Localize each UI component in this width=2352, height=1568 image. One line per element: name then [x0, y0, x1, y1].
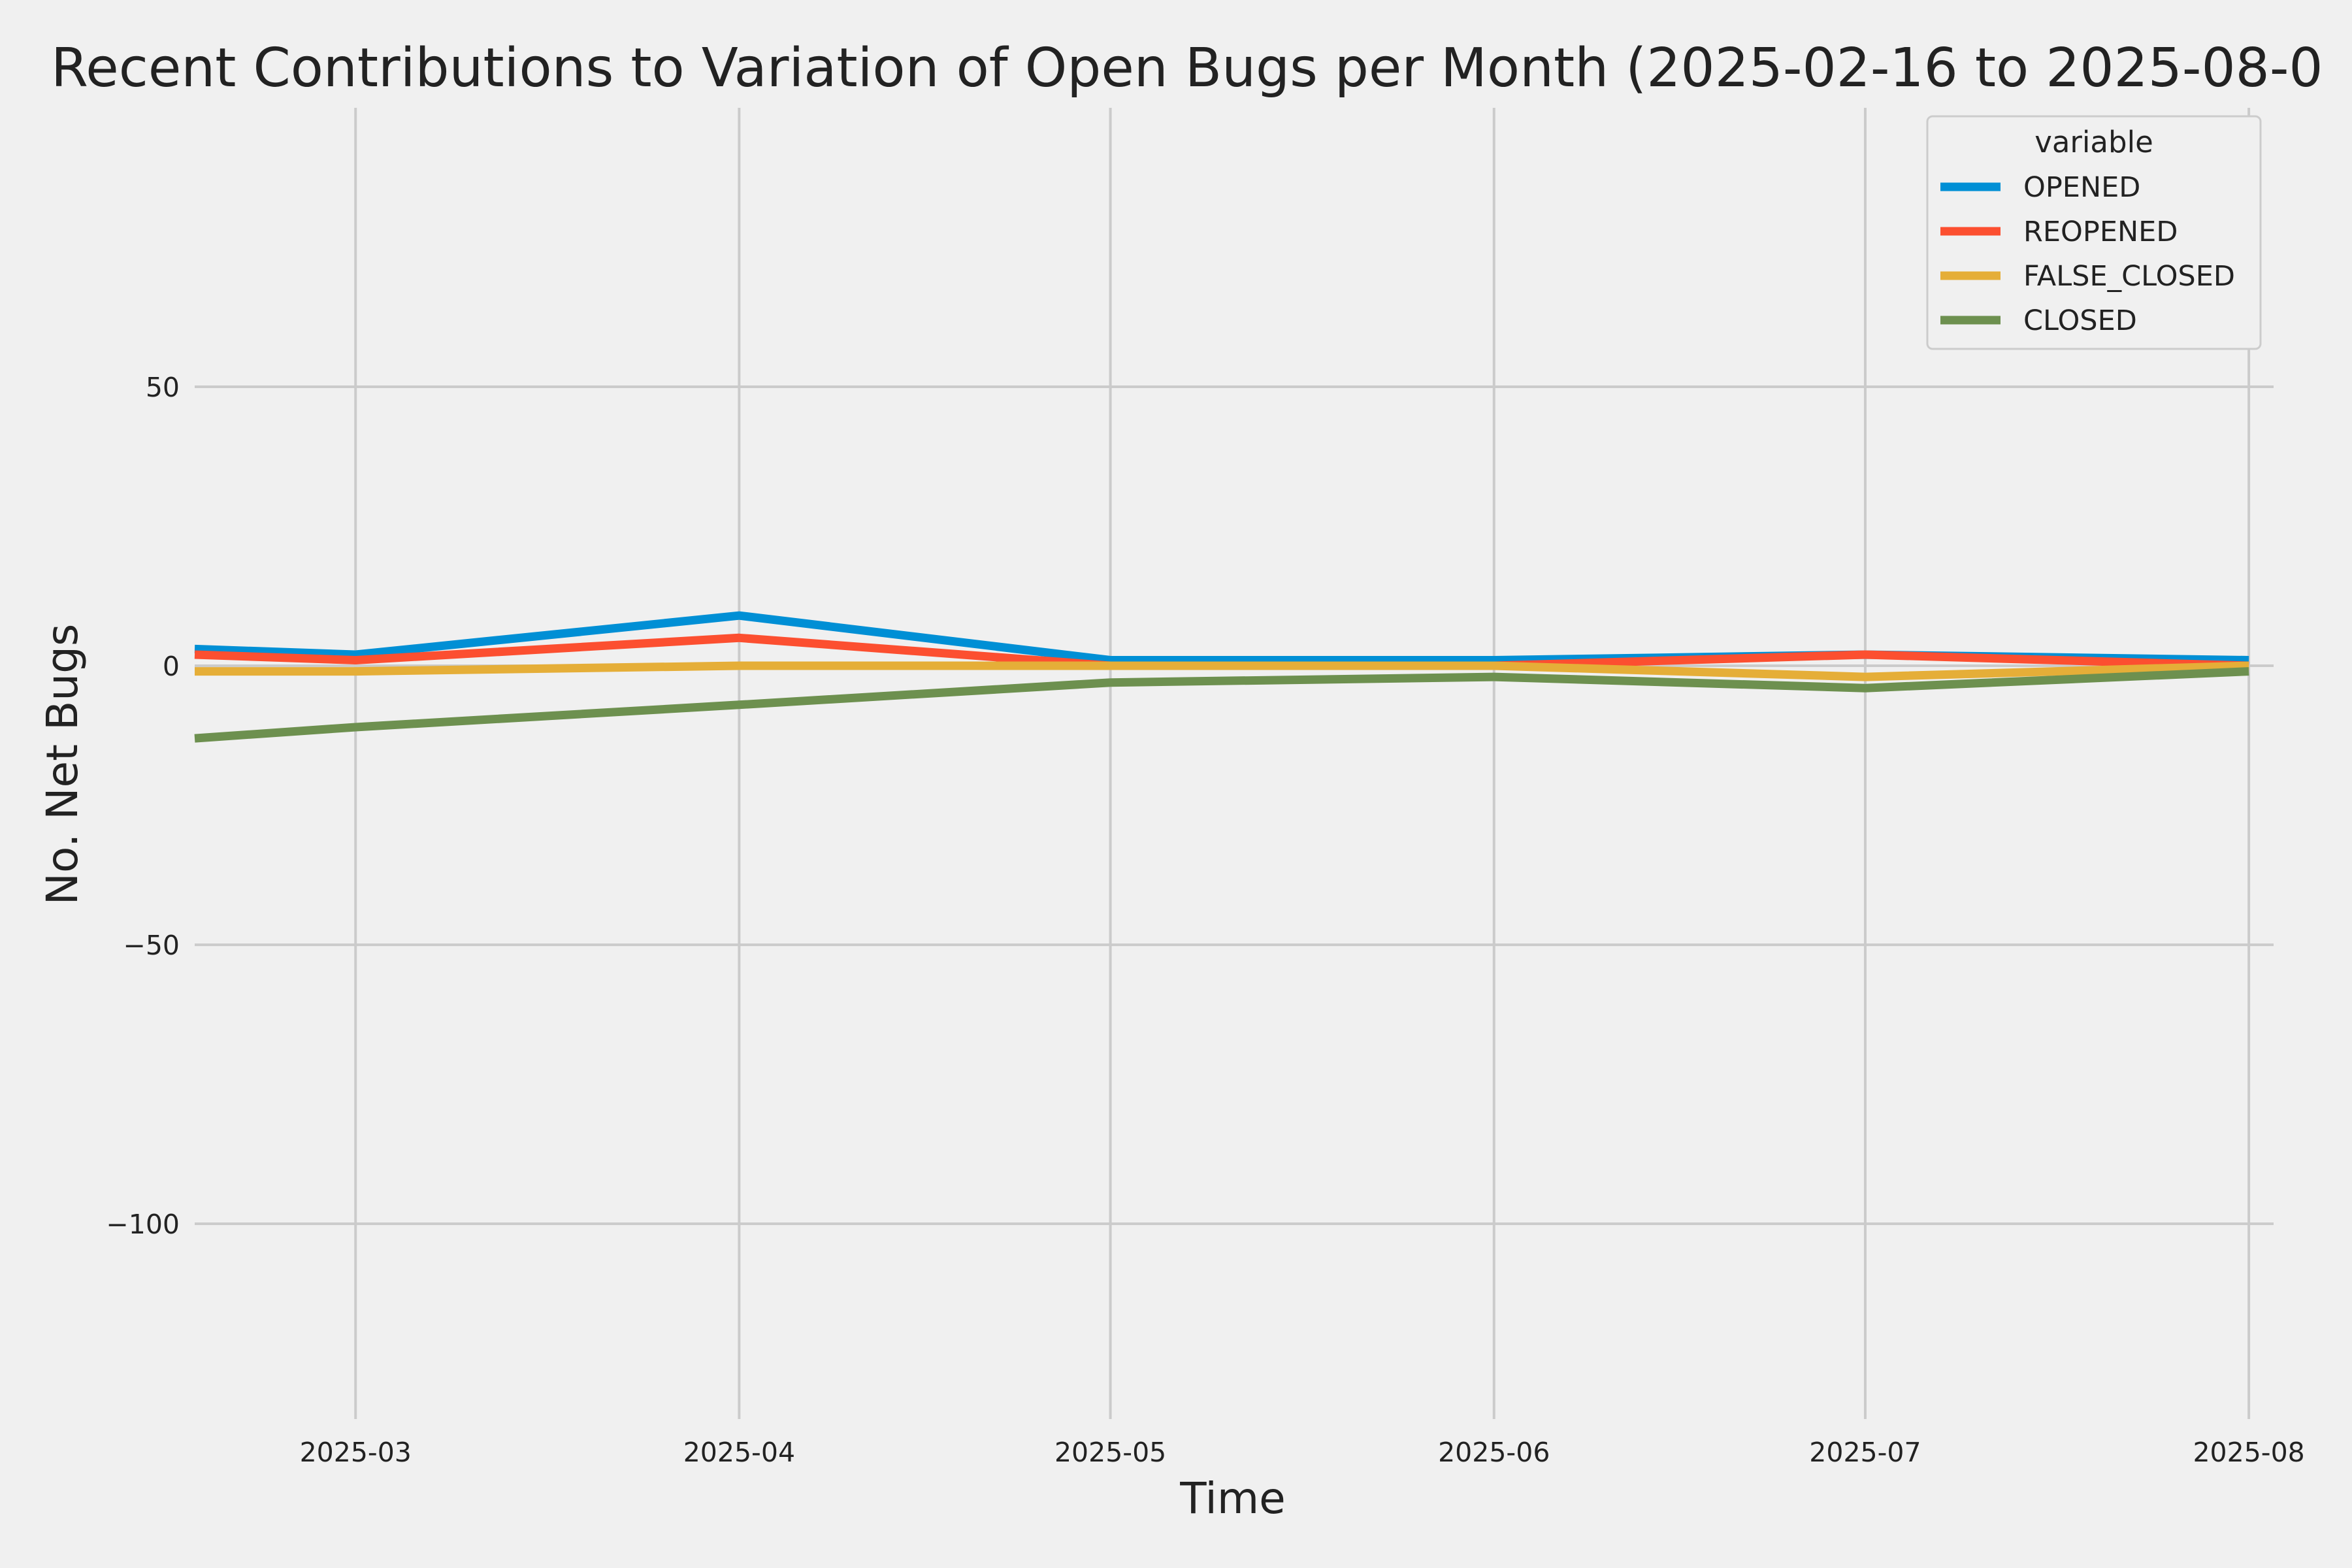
y-axis-title: No. Net Bugs — [37, 624, 88, 906]
legend-label: OPENED — [2023, 171, 2140, 204]
x-tick-label: 2025-06 — [1438, 1437, 1550, 1468]
x-axis-title: Time — [1179, 1473, 1286, 1524]
x-tick-label: 2025-07 — [1809, 1437, 1921, 1468]
data-lines — [194, 611, 2249, 743]
series-line-false-closed — [195, 661, 2249, 681]
legend: variable OPENED REOPENED FALSE_CLOSED CLOSE… — [1926, 115, 2262, 350]
x-tick-label: 2025-04 — [683, 1437, 795, 1468]
legend-box — [1926, 115, 2262, 350]
y-tick-label: −50 — [123, 930, 180, 961]
x-axis-ticks: 2025-03 2025-04 2025-05 2025-06 2025-07 2025-… — [300, 1437, 2305, 1468]
x-tick-label: 2025-05 — [1054, 1437, 1166, 1468]
legend-label: REOPENED — [2023, 216, 2178, 248]
y-tick-label: 50 — [146, 372, 180, 403]
legend-title: variable — [2034, 125, 2153, 159]
y-tick-label: 0 — [163, 651, 180, 682]
series-line-closed — [194, 667, 2249, 743]
x-tick-label: 2025-08 — [2193, 1437, 2304, 1468]
chart-title: Recent Contributions to Variation of Ope… — [51, 37, 2323, 99]
legend-label: CLOSED — [2023, 304, 2137, 337]
y-tick-label: −100 — [106, 1209, 180, 1240]
legend-label: FALSE_CLOSED — [2023, 260, 2235, 293]
x-tick-label: 2025-03 — [300, 1437, 412, 1468]
y-axis-ticks: 50 0 −50 −100 — [106, 372, 180, 1240]
